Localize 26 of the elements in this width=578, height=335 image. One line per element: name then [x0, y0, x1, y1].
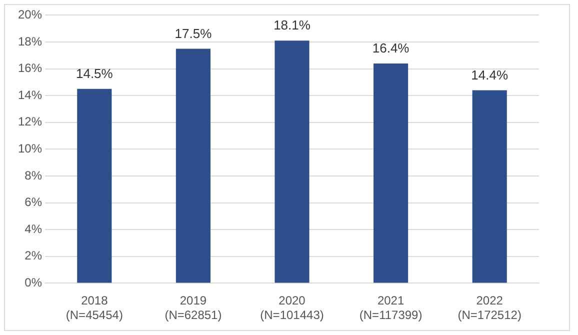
data-label: 16.4%: [372, 40, 410, 56]
y-tick-label: 18%: [18, 34, 42, 48]
y-tick-label: 14%: [18, 88, 42, 102]
y-tick-label: 10%: [18, 142, 42, 156]
x-tick-label: 2020 (N=101443): [260, 294, 324, 322]
data-label: 18.1%: [274, 18, 311, 33]
y-tick-label: 2%: [24, 248, 42, 263]
bar: [274, 40, 310, 283]
y-tick-label: 12%: [18, 114, 42, 129]
bar: [374, 63, 408, 283]
y-tick-label: 8%: [24, 168, 42, 182]
y-tick-label: 6%: [24, 195, 42, 210]
data-label: 14.4%: [471, 67, 508, 82]
bar: [77, 88, 112, 283]
x-tick-label: 2022 (N=172512): [458, 294, 522, 322]
x-tick-label: 2019 (N=62851): [164, 294, 222, 322]
y-tick-label: 4%: [24, 222, 42, 236]
x-tick-label: 2021 (N=117399): [359, 294, 422, 322]
bar: [176, 48, 210, 283]
data-label: 17.5%: [174, 26, 212, 41]
y-tick-label: 0%: [24, 276, 42, 290]
y-tick-label: 20%: [18, 8, 42, 22]
bar: [472, 90, 507, 283]
y-tick-label: 16%: [18, 61, 42, 76]
data-label: 14.5%: [76, 66, 114, 81]
x-tick-label: 2018 (N=45454): [66, 294, 123, 322]
